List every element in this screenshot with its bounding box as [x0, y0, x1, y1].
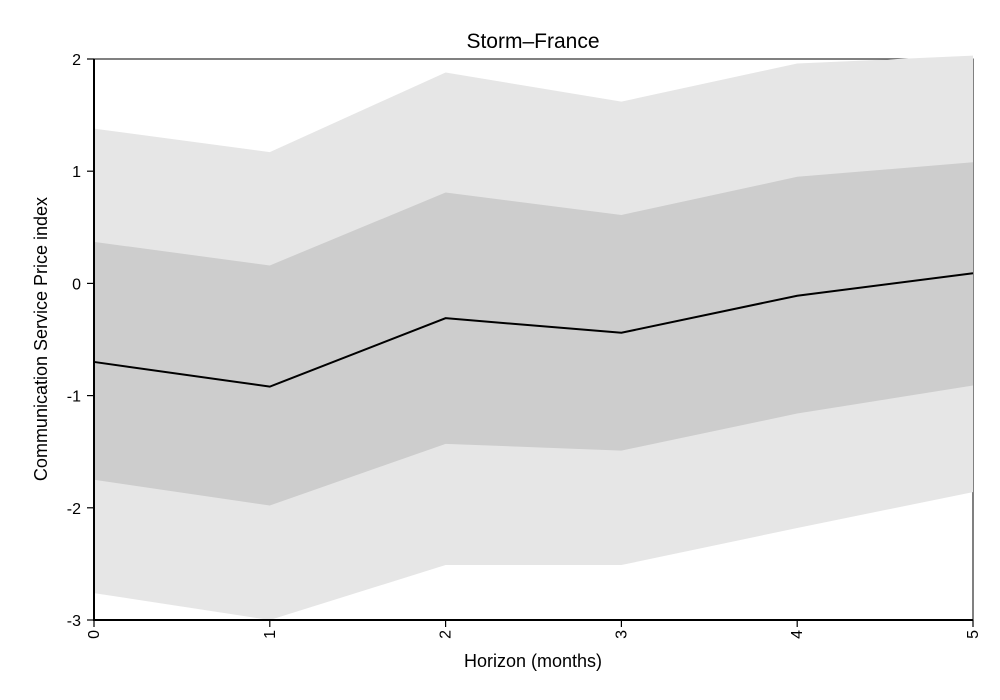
y-tick-label: -3: [67, 613, 81, 630]
x-tick-label: 3: [613, 630, 630, 639]
plot-area: -3 -2 -1 0 1 2 0 1 2 3 4 5: [67, 52, 982, 639]
y-axis-title: Communication Service Price index: [31, 197, 51, 481]
x-tick-label: 4: [789, 630, 806, 639]
y-tick-label: -1: [67, 389, 81, 406]
y-tick-label: 1: [72, 164, 81, 181]
inner-confidence-band: [94, 162, 973, 506]
series-line: [93, 272, 974, 388]
y-tick-label: 0: [72, 276, 81, 293]
x-axis-title: Horizon (months): [464, 651, 602, 671]
x-tick-label: 0: [86, 630, 103, 639]
y-tick-label: 2: [72, 52, 81, 69]
y-tick-label: -2: [67, 501, 81, 518]
x-tick-label: 5: [965, 630, 982, 639]
chart-title: Storm–France: [466, 30, 599, 53]
x-tick-label: 1: [262, 630, 279, 639]
x-tick-label: 2: [438, 630, 455, 639]
